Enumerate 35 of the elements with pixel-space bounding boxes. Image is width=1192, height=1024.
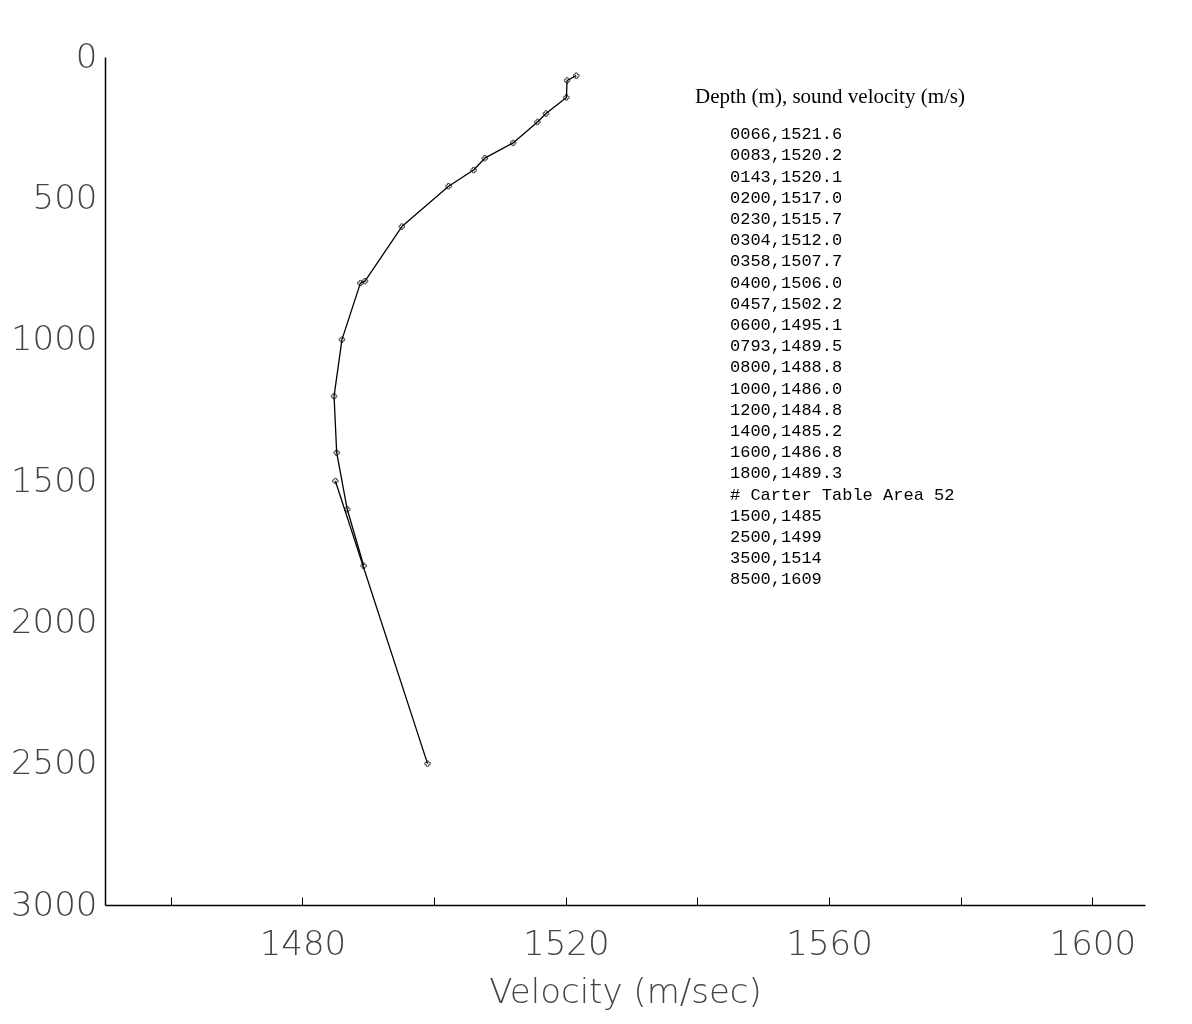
x-tick-label: 1600 [1049,922,1137,963]
annotation: 0793,1489.5 [730,337,843,357]
x-tick-label: 1480 [259,922,347,963]
annotation: 0066,1521.6 [730,125,843,145]
x-tick-label: 1560 [786,922,873,963]
annotation: 0304,1512.0 [730,231,843,251]
annotation: 1500,1485 [730,506,822,526]
y-tick-label: 1000 [10,318,98,359]
annotation: 0230,1515.7 [730,210,843,229]
y-tick-label: 0 [75,35,98,76]
y-tick-label: 3000 [10,883,98,924]
annotation: 2500,1499 [730,528,822,547]
annotation: # Carter Table Area 52 [730,485,955,505]
annotation: 1400,1485.2 [730,422,843,441]
x-axis-title: Velocity (m/sec) [489,970,762,1011]
y-tick-label: 500 [32,176,98,217]
annotation: 0143,1520.1 [730,167,843,187]
annotation: 0600,1495.1 [730,316,843,335]
annotation: 0200,1517.0 [730,188,843,208]
annotation: 0358,1507.7 [730,252,843,272]
annotation: 1200,1484.8 [730,400,843,420]
annotation: 0083,1520.2 [730,146,843,166]
annotation: 1800,1489.3 [730,464,843,484]
y-tick-label: 2500 [10,742,98,783]
annotation: 8500,1609 [730,570,822,590]
annotation: 3500,1514 [730,549,822,569]
annotation: 0800,1488.8 [730,358,843,378]
annotation: 1600,1486.8 [730,443,843,463]
y-tick-label: 2000 [10,600,98,641]
annotation: 0457,1502.2 [730,294,843,314]
x-tick-label: 1520 [522,922,610,963]
annotation: 0400,1506.0 [730,273,843,293]
annotation: Depth (m), sound velocity (m/s) [695,84,966,108]
annotation: 1000,1486.0 [730,379,843,399]
y-tick-label: 1500 [10,459,98,500]
